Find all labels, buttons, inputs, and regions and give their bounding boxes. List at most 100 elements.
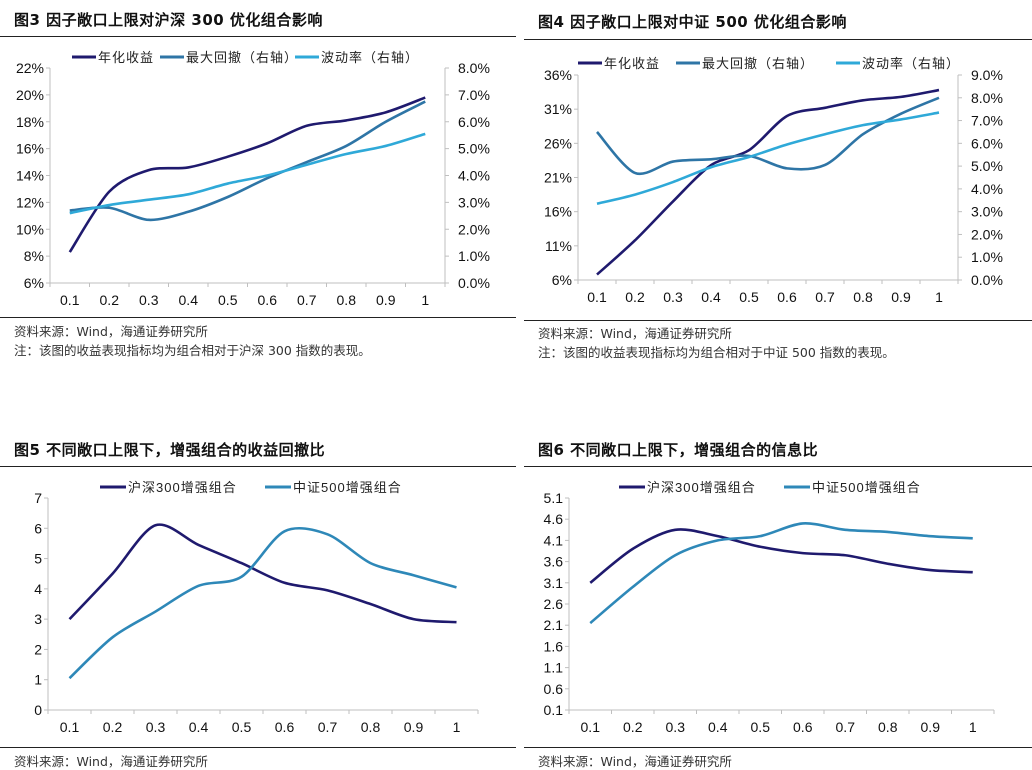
source-text: 资料来源：Wind，海通证券研究所 <box>14 321 208 340</box>
legend-label: 沪深300增强组合 <box>647 480 756 495</box>
x-tick-label: 0.6 <box>275 719 295 735</box>
x-tick-label: 0.7 <box>836 719 856 735</box>
y-tick-label-right: 1.0% <box>458 248 490 264</box>
x-tick-label: 0.3 <box>666 719 686 735</box>
y-tick-label-right: 2.0% <box>971 226 1003 242</box>
footer-divider <box>0 747 516 748</box>
x-tick-label: 0.4 <box>179 292 199 308</box>
y-tick-label-right: 1.0% <box>971 249 1003 265</box>
y-tick-label-left: 4.6 <box>544 511 564 527</box>
x-tick-label: 0.1 <box>60 719 80 735</box>
x-tick-label: 0.7 <box>815 289 835 305</box>
y-tick-label-right: 9.0% <box>971 67 1003 83</box>
legend-label: 中证500增强组合 <box>812 480 921 495</box>
x-tick-label: 0.4 <box>708 719 728 735</box>
series-line-2 <box>597 98 939 174</box>
y-tick-label-left: 10% <box>16 221 44 237</box>
y-tick-label-right: 6.0% <box>971 135 1003 151</box>
x-tick-label: 0.1 <box>581 719 601 735</box>
y-tick-label-left: 16% <box>544 204 572 220</box>
y-tick-label-right: 0.0% <box>971 272 1003 288</box>
legend-label: 最大回撤（右轴） <box>186 50 298 65</box>
legend-label: 最大回撤（右轴） <box>702 56 814 71</box>
y-tick-label-right: 8.0% <box>458 60 490 76</box>
legend-label: 年化收益 <box>98 50 154 65</box>
series-line-1 <box>597 90 939 275</box>
y-tick-label-right: 7.0% <box>971 113 1003 129</box>
series-line-1 <box>70 525 457 623</box>
y-tick-label-right: 3.0% <box>458 194 490 210</box>
source-text: 资料来源：Wind，海通证券研究所 <box>538 751 732 770</box>
y-tick-label-right: 6.0% <box>458 114 490 130</box>
x-tick-label: 0.7 <box>297 292 317 308</box>
y-tick-label-left: 6 <box>34 520 42 536</box>
x-tick-label: 1 <box>935 289 943 305</box>
y-tick-label-left: 2.6 <box>544 596 564 612</box>
y-tick-label-left: 4 <box>34 581 42 597</box>
x-tick-label: 1 <box>421 292 429 308</box>
y-tick-label-left: 5.1 <box>544 490 564 506</box>
x-tick-label: 0.9 <box>921 719 941 735</box>
x-tick-label: 1 <box>453 719 461 735</box>
x-tick-label: 0.2 <box>625 289 645 305</box>
y-tick-label-left: 0.6 <box>544 681 564 697</box>
footer-divider <box>524 320 1032 321</box>
x-tick-label: 0.4 <box>189 719 209 735</box>
source-text: 资料来源：Wind，海通证券研究所 <box>14 751 208 770</box>
y-tick-label-left: 16% <box>16 141 44 157</box>
y-tick-label-left: 2 <box>34 641 42 657</box>
y-tick-label-left: 1 <box>34 672 42 688</box>
y-tick-label-right: 3.0% <box>971 204 1003 220</box>
footer-divider <box>0 317 516 318</box>
legend-label: 波动率（右轴） <box>862 56 960 71</box>
x-tick-label: 0.2 <box>623 719 643 735</box>
x-tick-label: 0.6 <box>793 719 813 735</box>
x-tick-label: 0.4 <box>701 289 721 305</box>
x-tick-label: 0.3 <box>663 289 683 305</box>
y-tick-label-left: 12% <box>16 194 44 210</box>
y-tick-label-left: 5 <box>34 551 42 567</box>
legend-label: 中证500增强组合 <box>293 480 402 495</box>
y-tick-label-left: 21% <box>544 170 572 186</box>
y-tick-label-left: 26% <box>544 135 572 151</box>
y-tick-label-left: 8% <box>24 248 44 264</box>
series-line-3 <box>70 134 426 213</box>
x-tick-label: 0.2 <box>100 292 120 308</box>
y-tick-label-left: 4.1 <box>544 532 564 548</box>
y-tick-label-left: 1.1 <box>544 660 564 676</box>
series-line-2 <box>590 523 973 623</box>
y-tick-label-left: 3.1 <box>544 575 564 591</box>
y-tick-label-left: 2.1 <box>544 617 564 633</box>
y-tick-label-right: 7.0% <box>458 87 490 103</box>
y-tick-label-left: 1.6 <box>544 638 564 654</box>
y-tick-label-right: 8.0% <box>971 90 1003 106</box>
legend-label: 波动率（右轴） <box>321 50 419 65</box>
y-tick-label-right: 5.0% <box>458 141 490 157</box>
y-tick-label-left: 0 <box>34 702 42 718</box>
x-tick-label: 0.3 <box>146 719 166 735</box>
note-text: 注：该图的收益表现指标均为组合相对于中证 500 指数的表现。 <box>538 342 895 361</box>
x-tick-label: 0.9 <box>404 719 424 735</box>
x-tick-label: 0.5 <box>739 289 759 305</box>
series-line-3 <box>597 113 939 204</box>
x-tick-label: 0.8 <box>337 292 357 308</box>
y-tick-label-left: 31% <box>544 101 572 117</box>
y-tick-label-left: 6% <box>552 272 572 288</box>
y-tick-label-left: 11% <box>545 238 572 254</box>
x-tick-label: 0.5 <box>218 292 238 308</box>
y-tick-label-left: 22% <box>16 60 44 76</box>
y-tick-label-left: 3 <box>34 611 42 627</box>
x-tick-label: 0.8 <box>878 719 898 735</box>
x-tick-label: 0.1 <box>587 289 607 305</box>
x-tick-label: 0.6 <box>777 289 797 305</box>
x-tick-label: 0.7 <box>318 719 338 735</box>
series-line-2 <box>70 528 457 678</box>
y-tick-label-left: 36% <box>544 67 572 83</box>
x-tick-label: 0.9 <box>891 289 911 305</box>
